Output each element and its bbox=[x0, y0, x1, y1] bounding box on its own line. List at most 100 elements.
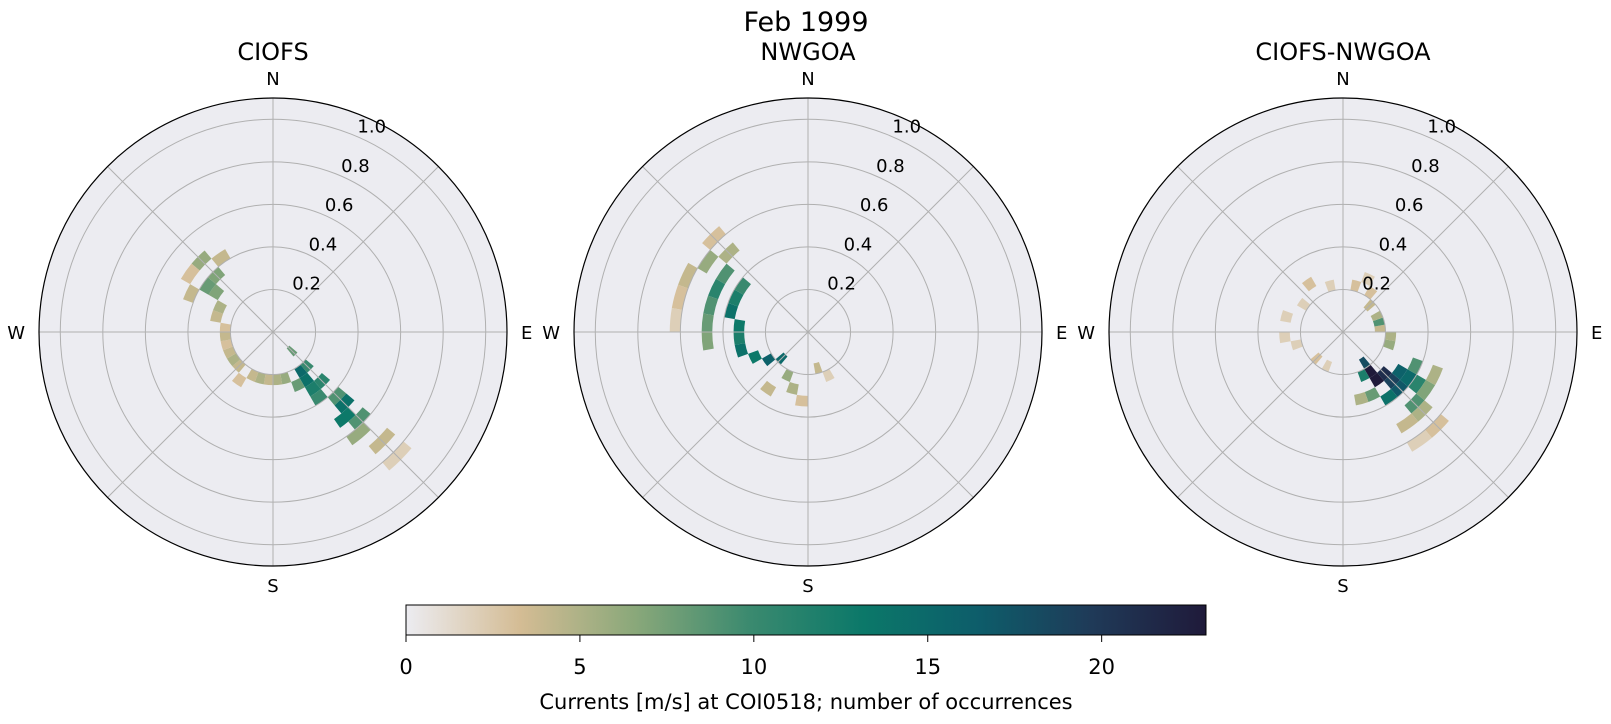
direction-label-n: N bbox=[266, 69, 279, 90]
histogram-bin bbox=[1396, 413, 1419, 434]
histogram-bin bbox=[733, 319, 746, 332]
angular-gridline bbox=[1177, 166, 1344, 333]
direction-label-n: N bbox=[1336, 69, 1349, 90]
histogram-bin bbox=[180, 263, 200, 285]
radial-tick-label: 0.2 bbox=[827, 274, 856, 295]
radial-tick-label: 0.4 bbox=[1379, 234, 1408, 255]
histogram-bin bbox=[1354, 391, 1369, 406]
histogram-bin bbox=[1400, 369, 1417, 387]
histogram-bin bbox=[1290, 339, 1304, 351]
histogram-bin bbox=[226, 353, 241, 367]
histogram-bin bbox=[761, 353, 776, 367]
radial-tick-label: 0.6 bbox=[325, 195, 354, 216]
direction-label-e: E bbox=[1591, 323, 1602, 344]
histogram-bin bbox=[1370, 310, 1383, 322]
histogram-bin bbox=[334, 407, 356, 428]
histogram-bin bbox=[786, 381, 799, 395]
histogram-bin bbox=[701, 332, 714, 351]
radial-tick-label: 0.8 bbox=[1411, 156, 1440, 177]
angular-gridline bbox=[807, 166, 974, 333]
polar-panel-nwgoa: 0.2 0.4 0.6 0.8 1.0 N E S W NWGOA bbox=[542, 38, 1067, 597]
radial-tick-label: 1.0 bbox=[892, 116, 921, 137]
histogram-bin bbox=[1358, 356, 1371, 369]
polar-frame bbox=[573, 97, 1043, 567]
angular-gridline bbox=[272, 166, 439, 333]
histogram-bin bbox=[703, 295, 719, 316]
histogram-bin bbox=[708, 278, 726, 300]
angular-gridline bbox=[642, 166, 809, 333]
polar-frame bbox=[1108, 97, 1578, 567]
histogram-bin bbox=[728, 289, 744, 307]
histogram-bin bbox=[1350, 279, 1362, 293]
direction-label-w: W bbox=[1077, 323, 1095, 344]
panel-title: NWGOA bbox=[760, 38, 856, 66]
histogram-bin bbox=[1384, 332, 1397, 342]
angular-gridline bbox=[107, 166, 274, 333]
figure-title: Feb 1999 bbox=[743, 7, 868, 38]
radial-tick-label: 0.8 bbox=[341, 156, 370, 177]
direction-label-w: W bbox=[542, 323, 560, 344]
histogram-bin bbox=[1407, 357, 1423, 375]
histogram-bin bbox=[219, 322, 232, 332]
histogram-bin bbox=[760, 380, 777, 397]
panel-title: CIOFS-NWGOA bbox=[1255, 38, 1431, 66]
histogram-bin bbox=[733, 332, 746, 345]
colorbar-tick-label: 20 bbox=[1088, 655, 1115, 679]
histogram-bin bbox=[1374, 324, 1386, 332]
radial-tick-label: 0.4 bbox=[309, 234, 338, 255]
angular-gridline bbox=[1342, 331, 1509, 498]
histogram-bin bbox=[734, 343, 749, 358]
histogram-bin bbox=[724, 302, 739, 320]
angular-gridline bbox=[807, 331, 974, 498]
radial-tick-label: 1.0 bbox=[357, 116, 386, 137]
histogram-bin bbox=[813, 361, 823, 374]
radial-tick-label: 0.4 bbox=[844, 234, 873, 255]
direction-label-s: S bbox=[1337, 576, 1348, 597]
colorbar-tick-label: 0 bbox=[399, 655, 412, 679]
colorbar-gradient bbox=[405, 604, 1207, 636]
radial-tick-label: 0.6 bbox=[860, 195, 889, 216]
histogram-bin bbox=[1406, 429, 1432, 452]
angular-gridline bbox=[642, 331, 809, 498]
histogram-bin bbox=[1380, 389, 1398, 406]
radial-tick-label: 0.2 bbox=[1362, 274, 1391, 295]
histogram-bin bbox=[273, 373, 283, 386]
histogram-bin bbox=[1364, 387, 1381, 402]
colorbar-tick-label: 15 bbox=[914, 655, 941, 679]
direction-label-e: E bbox=[521, 323, 532, 344]
histogram-bin bbox=[1372, 317, 1385, 327]
histogram-bin bbox=[254, 371, 266, 385]
histogram-bin bbox=[1321, 359, 1333, 372]
histogram-bin bbox=[1391, 363, 1408, 380]
histogram-bin bbox=[246, 368, 259, 382]
angular-gridline bbox=[1177, 331, 1344, 498]
histogram-bin bbox=[208, 284, 225, 301]
histogram-bin bbox=[199, 277, 216, 295]
histogram-bin bbox=[1364, 364, 1378, 379]
histogram-bin bbox=[294, 364, 308, 379]
histogram-bin bbox=[795, 394, 808, 407]
radial-tick-label: 0.8 bbox=[876, 156, 905, 177]
histogram-bin bbox=[183, 284, 200, 303]
histogram-bin bbox=[1279, 332, 1291, 344]
histogram-bin bbox=[701, 313, 714, 332]
histogram-bin bbox=[304, 380, 321, 397]
histogram-bin bbox=[223, 346, 237, 359]
histogram-bin bbox=[1408, 374, 1426, 394]
histogram-bin bbox=[1361, 272, 1375, 286]
histogram-bin bbox=[671, 284, 689, 310]
direction-label-e: E bbox=[1056, 323, 1067, 344]
histogram-bin bbox=[310, 389, 328, 406]
radial-tick-label: 0.6 bbox=[1395, 195, 1424, 216]
colorbar: 0 5 10 15 20 Currents [m/s] at COI0518; numb… bbox=[399, 604, 1207, 714]
histogram-bin bbox=[299, 372, 315, 388]
histogram-bin bbox=[1301, 276, 1317, 292]
panel-title: CIOFS bbox=[237, 38, 308, 66]
histogram-bin bbox=[211, 249, 231, 267]
histogram-bin bbox=[1416, 379, 1436, 401]
direction-label-s: S bbox=[802, 576, 813, 597]
histogram-bin bbox=[210, 310, 224, 323]
histogram-bin bbox=[219, 332, 232, 342]
histogram-bin bbox=[781, 368, 794, 382]
